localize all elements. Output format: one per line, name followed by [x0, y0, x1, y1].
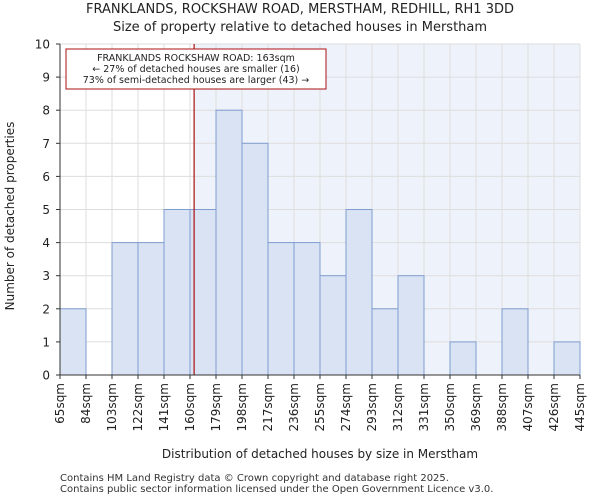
x-tick-label: 255sqm — [313, 383, 327, 431]
x-tick-label: 274sqm — [339, 383, 353, 431]
x-tick-label: 293sqm — [365, 383, 379, 431]
x-tick-label: 179sqm — [209, 383, 223, 431]
x-tick-label: 388sqm — [495, 383, 509, 431]
y-tick-labels: 0 1 2 3 4 5 6 7 8 9 10 — [35, 38, 60, 383]
x-tick-label: 445sqm — [573, 383, 587, 431]
y-axis-label: Number of detached properties — [3, 122, 17, 311]
y-tick-label: 7 — [42, 137, 50, 151]
x-tick-label: 103sqm — [105, 383, 119, 431]
bar-426sqm — [553, 341, 581, 376]
bar-217sqm — [267, 242, 295, 376]
footer-line-1: Contains HM Land Registry data © Crown c… — [60, 473, 449, 484]
chart-title: FRANKLANDS, ROCKSHAW ROAD, MERSTHAM, RED… — [85, 2, 514, 17]
x-tick-label: 122sqm — [131, 383, 145, 431]
annotation-line-1: FRANKLANDS ROCKSHAW ROAD: 163sqm — [97, 53, 295, 64]
bar-274sqm — [345, 209, 373, 376]
annotation-box: FRANKLANDS ROCKSHAW ROAD: 163sqm ← 27% o… — [65, 48, 327, 90]
annotation-frame — [65, 48, 327, 90]
bar-198sqm — [241, 142, 269, 376]
y-tick-label: 1 — [42, 335, 50, 349]
bar-236sqm — [293, 242, 321, 376]
bar-350sqm — [449, 341, 477, 376]
bar-255sqm — [319, 275, 347, 376]
x-tick-label: 331sqm — [417, 383, 431, 431]
footer-line-2: Contains public sector information licen… — [60, 484, 494, 495]
x-tick-label: 407sqm — [521, 383, 535, 431]
x-tick-label: 369sqm — [469, 383, 483, 431]
bar-293sqm — [371, 308, 399, 376]
x-tick-label: 198sqm — [235, 383, 249, 431]
x-tick-label: 141sqm — [157, 383, 171, 431]
x-tick-label: 312sqm — [391, 383, 405, 431]
annotation-line-3: 73% of semi-detached houses are larger (… — [83, 75, 310, 86]
annotation-line-2: ← 27% of detached houses are smaller (16… — [92, 64, 299, 75]
y-tick-label: 5 — [42, 203, 50, 217]
y-tick-label: 3 — [42, 269, 50, 283]
bar-312sqm — [397, 275, 425, 376]
x-tick-label: 350sqm — [443, 383, 457, 431]
x-tick-labels: 65sqm 84sqm 103sqm 122sqm 141sqm 160sqm 179sqm… — [53, 375, 587, 431]
x-tick-label: 236sqm — [287, 383, 301, 431]
y-tick-label: 9 — [42, 71, 50, 85]
bar-388sqm — [501, 308, 529, 376]
y-tick-label: 2 — [42, 302, 50, 316]
bars — [59, 109, 581, 376]
bar-141sqm — [163, 209, 191, 376]
chart-subtitle: Size of property relative to detached ho… — [112, 20, 488, 35]
x-tick-label: 65sqm — [53, 383, 67, 424]
y-tick-label: 10 — [35, 38, 50, 52]
y-tick-label: 6 — [42, 170, 50, 184]
bar-103sqm — [111, 242, 139, 376]
y-tick-label: 0 — [42, 369, 50, 383]
y-tick-label: 4 — [42, 236, 50, 250]
bar-179sqm — [215, 109, 243, 376]
y-tick-label: 8 — [42, 104, 50, 118]
histogram-chart: 0 1 2 3 4 5 6 7 8 9 10 65sqm 84sqm 103sqm 122sqm 141sq… — [3, 38, 587, 462]
x-tick-label: 426sqm — [547, 383, 561, 431]
x-axis-label: Distribution of detached houses by size … — [162, 447, 478, 461]
x-tick-label: 160sqm — [183, 383, 197, 431]
bar-122sqm — [137, 242, 165, 376]
x-tick-label: 217sqm — [261, 383, 275, 431]
bar-65sqm — [59, 308, 87, 376]
x-tick-label: 84sqm — [79, 383, 93, 424]
